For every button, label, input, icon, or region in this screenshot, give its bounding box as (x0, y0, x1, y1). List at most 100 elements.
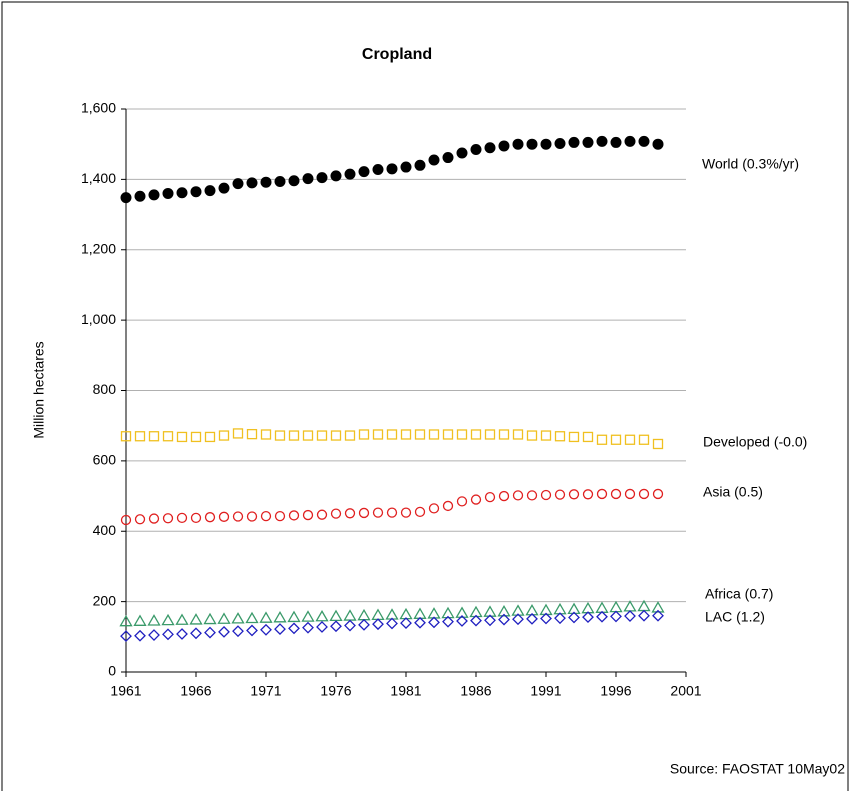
y-tick-label: 1,600 (81, 100, 116, 116)
marker (246, 624, 258, 637)
y-tick-label: 0 (108, 663, 116, 679)
x-tick-label: 1991 (530, 683, 561, 699)
marker (372, 507, 384, 518)
marker (358, 429, 370, 440)
marker (162, 431, 174, 442)
marker (330, 620, 342, 633)
marker (540, 612, 552, 625)
marker (596, 135, 608, 147)
marker (414, 429, 426, 440)
marker (610, 610, 622, 623)
marker (134, 431, 146, 442)
x-tick-label: 1971 (250, 683, 281, 699)
marker (161, 613, 175, 626)
marker (301, 610, 315, 622)
marker (218, 182, 230, 194)
marker (651, 601, 665, 613)
marker (330, 170, 342, 182)
marker (582, 611, 594, 624)
marker (428, 616, 440, 629)
marker (512, 490, 524, 501)
marker (456, 615, 468, 627)
marker (484, 142, 496, 154)
marker (162, 187, 174, 199)
marker (624, 488, 636, 500)
marker (624, 135, 636, 147)
marker (232, 625, 244, 638)
marker (428, 154, 440, 166)
marker (204, 626, 216, 639)
marker (148, 189, 160, 201)
marker (274, 510, 286, 522)
series-label: LAC (1.2) (705, 609, 765, 625)
marker (498, 140, 510, 152)
marker (204, 185, 216, 197)
marker (316, 430, 328, 441)
marker (456, 147, 468, 159)
marker (358, 618, 370, 631)
marker (568, 611, 580, 624)
marker (316, 621, 328, 633)
marker (288, 510, 300, 521)
marker (288, 430, 300, 441)
marker (316, 172, 328, 184)
y-tick-label: 800 (93, 381, 117, 397)
marker (414, 159, 426, 171)
marker (120, 192, 132, 204)
marker (470, 429, 482, 440)
series-label: Developed (-0.0) (703, 434, 807, 450)
x-tick-label: 1996 (600, 683, 631, 699)
marker (400, 429, 412, 440)
marker (315, 609, 329, 622)
marker (134, 514, 146, 525)
marker (610, 434, 622, 445)
marker (232, 511, 244, 522)
marker (652, 138, 664, 150)
marker (568, 489, 580, 500)
marker (470, 614, 482, 627)
marker (484, 614, 496, 627)
y-tick-label: 600 (93, 452, 117, 468)
marker (162, 628, 174, 641)
marker (302, 509, 314, 521)
marker (386, 507, 398, 518)
marker (512, 138, 524, 150)
marker (232, 178, 244, 190)
marker (344, 430, 356, 441)
y-tick-label: 1,200 (81, 240, 116, 256)
chart-title: Cropland (362, 46, 432, 63)
marker (540, 138, 552, 150)
marker (456, 496, 468, 507)
marker (217, 612, 231, 624)
marker (274, 175, 286, 187)
marker (232, 428, 244, 439)
marker (176, 512, 188, 524)
marker (610, 488, 622, 500)
marker (554, 489, 566, 500)
marker (540, 489, 552, 501)
series-label: Africa (0.7) (705, 586, 773, 602)
marker (287, 610, 301, 623)
series-label: World (0.3%/yr) (702, 156, 799, 172)
y-tick-label: 1,000 (81, 311, 116, 327)
marker (218, 430, 230, 441)
marker (652, 438, 664, 450)
marker (497, 605, 511, 617)
marker (204, 512, 216, 523)
marker (302, 173, 314, 185)
marker (386, 429, 398, 440)
marker (330, 508, 342, 519)
marker (372, 429, 384, 440)
y-tick-label: 1,400 (81, 170, 116, 186)
marker (400, 161, 412, 173)
marker (512, 613, 524, 626)
marker (624, 610, 636, 622)
marker (204, 431, 216, 443)
marker (273, 611, 287, 623)
y-tick-label: 400 (93, 522, 117, 538)
marker (652, 609, 664, 622)
marker (456, 429, 468, 440)
marker (330, 430, 342, 441)
marker (302, 430, 314, 441)
